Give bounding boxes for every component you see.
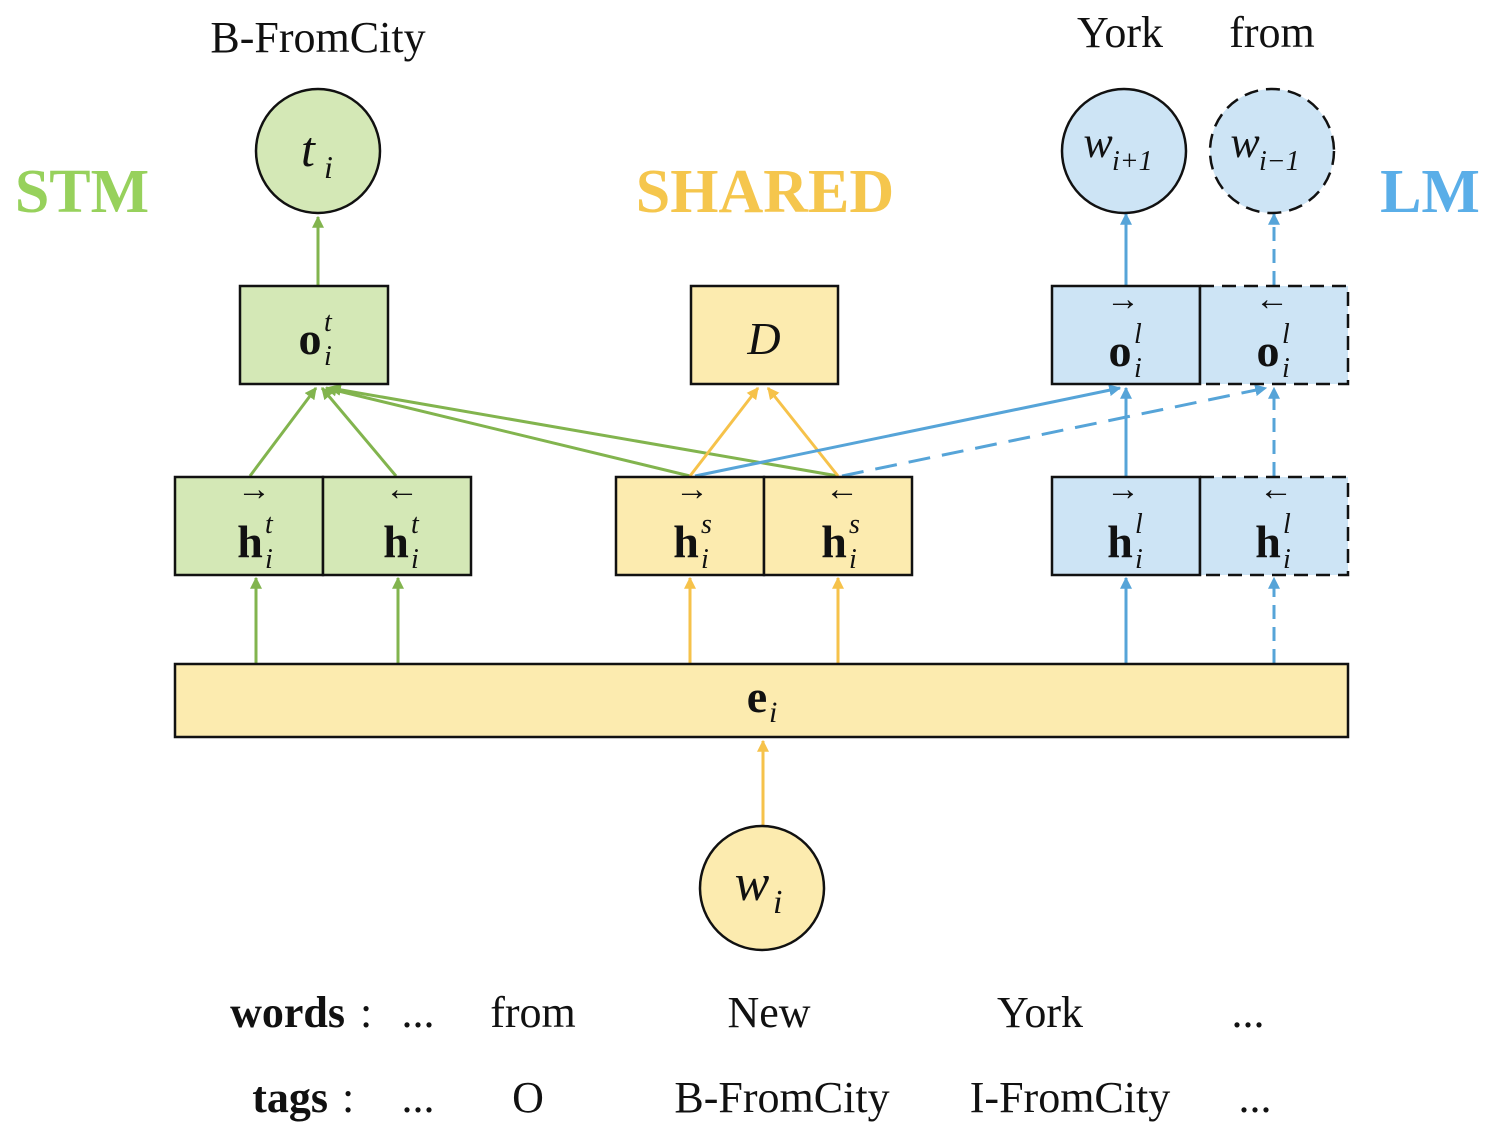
sequence-example: words : ... from New York ... tags : ...… xyxy=(230,988,1271,1122)
svg-text:i: i xyxy=(1134,353,1142,384)
svg-text:i: i xyxy=(701,544,709,575)
words-colon: : xyxy=(360,988,372,1037)
edge-h-t-fwd-to-o-t xyxy=(248,387,318,477)
svg-text:h: h xyxy=(1255,516,1281,567)
word-item: ... xyxy=(1232,988,1265,1037)
svg-text:→: → xyxy=(1106,281,1140,318)
svg-text:i: i xyxy=(773,884,782,921)
edge-h-s-fwd-to-d xyxy=(688,387,760,477)
svg-text:i−1: i−1 xyxy=(1259,146,1300,177)
svg-text:w: w xyxy=(735,855,770,912)
node-o-t: o t i xyxy=(238,284,390,386)
h-t-bwd: ← h t i xyxy=(383,471,420,575)
words-label: words xyxy=(230,988,345,1037)
svg-text:i+1: i+1 xyxy=(1112,146,1153,177)
edge-h-t-bwd-to-o-t xyxy=(320,387,398,477)
h-t-fwd: → h t i xyxy=(237,471,274,575)
svg-text:←: ← xyxy=(1255,281,1289,318)
shared-section-label: SHARED xyxy=(636,158,894,226)
words-row: words : ... from New York ... xyxy=(230,988,1264,1037)
svg-text:i: i xyxy=(324,341,332,372)
h-s-bwd: ← h s i xyxy=(821,471,860,575)
svg-text:o: o xyxy=(1257,325,1280,376)
node-w-next: w i+1 xyxy=(1060,87,1188,215)
svg-text:i: i xyxy=(411,544,419,575)
node-discriminator: D xyxy=(689,284,840,386)
h-l-fwd: → h l i xyxy=(1106,471,1143,575)
edge-h-s-bwd-to-d xyxy=(766,387,840,477)
svg-text:s: s xyxy=(849,509,860,540)
node-w-input: w i xyxy=(698,824,826,952)
svg-text:h: h xyxy=(673,516,699,567)
tags-colon: : xyxy=(342,1073,354,1122)
svg-text:w: w xyxy=(1083,118,1113,167)
svg-text:→: → xyxy=(237,471,271,508)
svg-text:←: ← xyxy=(1259,471,1293,508)
svg-text:o: o xyxy=(1109,325,1132,376)
edge-h-s-bwd-to-o-l-bwd xyxy=(841,384,1268,478)
node-h-s: → h s i ← h s i xyxy=(614,471,914,577)
o-l-fwd: → o l i xyxy=(1106,281,1142,384)
prev-word-output-label: from xyxy=(1229,8,1315,57)
h-l-bwd: ← h l i xyxy=(1255,471,1293,575)
svg-text:t: t xyxy=(411,509,420,540)
svg-text:→: → xyxy=(1106,471,1140,508)
tag-item: B-FromCity xyxy=(674,1073,889,1122)
lm-section-label: LM xyxy=(1380,158,1480,226)
svg-text:i: i xyxy=(265,544,273,575)
svg-text:w: w xyxy=(1230,118,1260,167)
svg-text:i: i xyxy=(1282,353,1290,384)
tag-output-label: B-FromCity xyxy=(210,13,425,62)
o-l-bwd: ← o l i xyxy=(1255,281,1290,384)
node-h-l: → h l i ← h l i xyxy=(1050,471,1350,577)
tag-item: I-FromCity xyxy=(970,1073,1170,1122)
svg-text:h: h xyxy=(383,516,409,567)
edge-h-s-fwd-to-o-t xyxy=(324,384,691,478)
next-word-output-label: York xyxy=(1077,8,1163,57)
svg-text:h: h xyxy=(237,516,263,567)
edges xyxy=(248,212,1280,826)
node-w-prev: w i−1 xyxy=(1208,87,1336,215)
svg-text:l: l xyxy=(1283,509,1291,540)
node-embedding: e i xyxy=(173,662,1350,739)
svg-text:D: D xyxy=(746,313,780,364)
tag-item: ... xyxy=(1239,1073,1272,1122)
word-item: ... xyxy=(402,988,435,1037)
svg-text:l: l xyxy=(1134,319,1142,350)
tag-item: ... xyxy=(402,1073,435,1122)
edge-h-s-fwd-to-o-l-fwd xyxy=(694,384,1122,478)
svg-text:t: t xyxy=(265,509,274,540)
tags-label: tags xyxy=(252,1073,328,1122)
node-t: t i xyxy=(254,87,382,215)
svg-text:i: i xyxy=(1283,544,1291,575)
svg-text:←: ← xyxy=(385,471,419,508)
tag-item: O xyxy=(512,1073,544,1122)
svg-text:i: i xyxy=(849,544,857,575)
svg-text:l: l xyxy=(1282,319,1290,350)
svg-text:i: i xyxy=(324,149,333,185)
svg-text:h: h xyxy=(1107,516,1133,567)
h-s-fwd: → h s i xyxy=(673,471,712,575)
node-h-t: → h t i ← h t i xyxy=(173,471,473,577)
stm-section-label: STM xyxy=(15,158,149,226)
word-item: New xyxy=(727,988,810,1037)
svg-text:h: h xyxy=(821,516,847,567)
word-item: York xyxy=(997,988,1083,1037)
svg-text:←: ← xyxy=(825,471,859,508)
edge-h-s-bwd-to-o-t xyxy=(328,383,839,478)
svg-text:s: s xyxy=(701,509,712,540)
node-o-l: → o l i ← o l i xyxy=(1050,281,1350,386)
tags-row: tags : ... O B-FromCity I-FromCity ... xyxy=(252,1073,1271,1122)
word-item: from xyxy=(490,988,576,1037)
svg-text:i: i xyxy=(769,696,777,729)
svg-text:e: e xyxy=(747,671,767,722)
svg-text:l: l xyxy=(1135,509,1143,540)
svg-text:i: i xyxy=(1135,544,1143,575)
svg-text:t: t xyxy=(324,307,333,338)
svg-text:t: t xyxy=(301,121,316,177)
svg-text:o: o xyxy=(299,313,322,364)
svg-text:→: → xyxy=(675,471,709,508)
